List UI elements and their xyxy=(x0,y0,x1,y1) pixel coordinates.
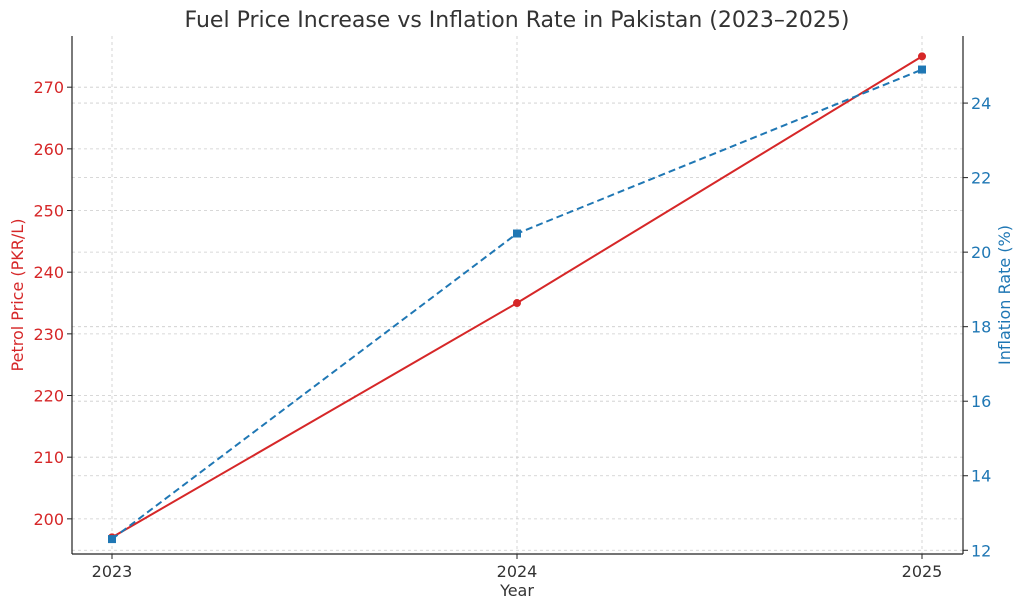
y-right-tick-label: 24 xyxy=(971,94,991,113)
y-axis-right-label: Inflation Rate (%) xyxy=(995,225,1014,365)
y-right-tick-label: 14 xyxy=(971,467,991,486)
y-left-tick-label: 270 xyxy=(33,78,64,97)
y-right-tick-label: 16 xyxy=(971,392,991,411)
y-left-tick-label: 250 xyxy=(33,202,64,221)
y-right-tick-label: 18 xyxy=(971,318,991,337)
series-2-point xyxy=(918,65,926,74)
y-left-tick-label: 240 xyxy=(33,263,64,282)
series-layer xyxy=(108,52,926,544)
axes-layer: 200 210 220 230 240 250 260 270 12 14 16 18 20 22 24 20… xyxy=(33,36,991,581)
x-tick-label: 2025 xyxy=(902,562,943,581)
series-2-point xyxy=(108,535,116,544)
y-left-tick-label: 200 xyxy=(33,510,64,529)
y-left-tick-label: 210 xyxy=(33,448,64,467)
y-right-tick-label: 12 xyxy=(971,541,991,560)
x-axis-label: Year xyxy=(499,581,534,600)
series-1-point xyxy=(513,299,521,308)
x-tick-label: 2024 xyxy=(497,562,538,581)
y-left-tick-label: 230 xyxy=(33,325,64,344)
grid xyxy=(72,36,963,554)
series-1-point xyxy=(918,52,926,61)
y-left-tick-label: 220 xyxy=(33,387,64,406)
chart-title: Fuel Price Increase vs Inflation Rate in… xyxy=(185,8,850,33)
series-2-point xyxy=(513,229,521,238)
y-left-tick-label: 260 xyxy=(33,140,64,159)
y-axis-left-label: Petrol Price (PKR/L) xyxy=(8,219,27,372)
y-right-tick-label: 22 xyxy=(971,169,991,188)
x-tick-label: 2023 xyxy=(92,562,133,581)
y-right-tick-label: 20 xyxy=(971,243,991,262)
